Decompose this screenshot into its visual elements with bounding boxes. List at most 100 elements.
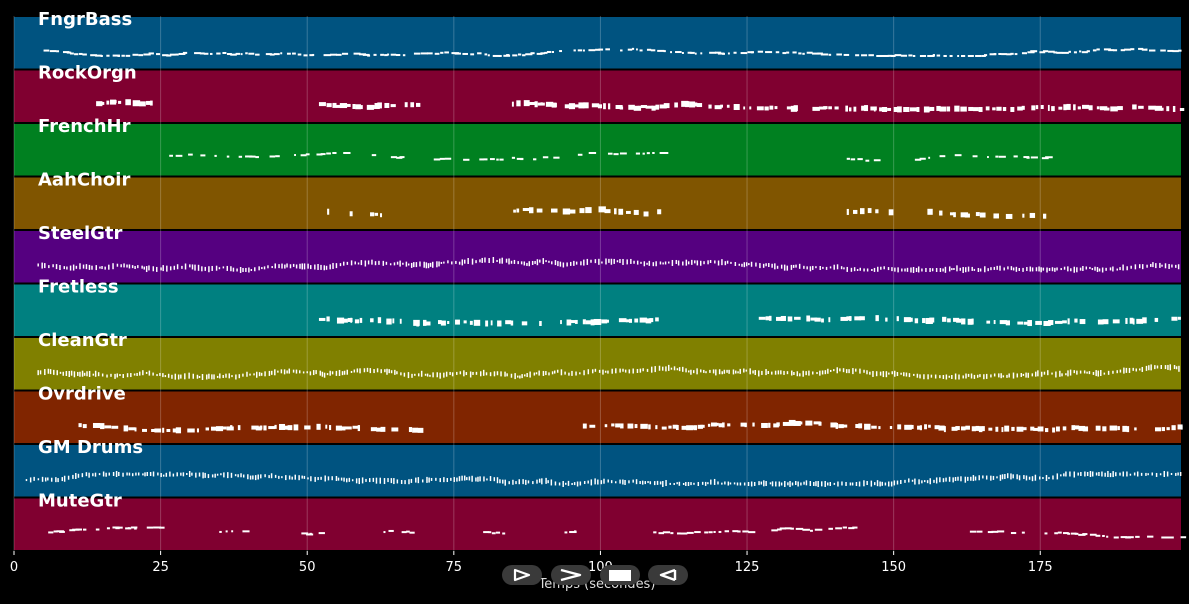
note-mark bbox=[936, 54, 941, 57]
note-mark bbox=[223, 472, 225, 478]
note-mark bbox=[642, 152, 645, 155]
note-mark bbox=[1173, 364, 1176, 369]
note-mark bbox=[723, 369, 726, 374]
note-mark bbox=[769, 482, 772, 485]
note-mark bbox=[142, 473, 144, 476]
note-mark bbox=[821, 370, 824, 375]
note-mark bbox=[971, 318, 974, 325]
stop-button[interactable] bbox=[600, 565, 640, 585]
note-mark bbox=[191, 264, 194, 270]
note-mark bbox=[125, 99, 131, 106]
note-mark bbox=[917, 425, 922, 430]
note-mark bbox=[1048, 267, 1051, 271]
note-mark bbox=[371, 259, 373, 265]
note-mark bbox=[498, 54, 502, 57]
fast-forward-button[interactable] bbox=[551, 565, 591, 585]
note-mark bbox=[501, 257, 503, 264]
note-mark bbox=[619, 259, 621, 264]
note-mark bbox=[319, 370, 322, 376]
note-mark bbox=[88, 472, 90, 478]
note-mark bbox=[155, 526, 162, 529]
note-mark bbox=[1035, 371, 1037, 377]
note-mark bbox=[696, 260, 699, 266]
note-mark bbox=[873, 159, 881, 162]
play-backward-button[interactable] bbox=[648, 565, 688, 585]
note-mark bbox=[391, 427, 399, 432]
note-mark bbox=[887, 267, 890, 271]
note-mark bbox=[1130, 48, 1135, 51]
note-mark bbox=[852, 368, 854, 375]
note-mark bbox=[294, 154, 297, 157]
note-mark bbox=[774, 263, 776, 270]
note-mark bbox=[798, 52, 802, 55]
note-mark bbox=[1164, 365, 1167, 370]
note-mark bbox=[211, 374, 213, 380]
note-mark bbox=[529, 101, 535, 105]
note-mark bbox=[971, 266, 973, 271]
note-mark bbox=[101, 373, 104, 377]
note-mark bbox=[1171, 316, 1178, 321]
note-mark bbox=[197, 264, 200, 271]
note-mark bbox=[836, 53, 842, 56]
note-mark bbox=[502, 479, 504, 484]
note-mark bbox=[982, 475, 984, 479]
note-mark bbox=[1171, 425, 1176, 431]
note-mark bbox=[662, 262, 664, 265]
note-mark bbox=[516, 100, 521, 107]
note-mark bbox=[324, 475, 326, 482]
note-mark bbox=[857, 158, 863, 161]
note-mark bbox=[690, 369, 692, 375]
note-mark bbox=[1148, 105, 1156, 110]
note-mark bbox=[426, 476, 428, 483]
note-mark bbox=[303, 263, 306, 270]
note-mark bbox=[793, 105, 798, 112]
note-mark bbox=[628, 104, 635, 110]
x-tick-label: 50 bbox=[298, 560, 316, 575]
note-mark bbox=[1160, 49, 1166, 52]
note-mark bbox=[842, 526, 847, 529]
note-mark bbox=[904, 424, 912, 430]
note-mark bbox=[1070, 268, 1072, 272]
note-mark bbox=[615, 423, 621, 428]
note-mark bbox=[407, 263, 410, 266]
note-mark bbox=[1002, 375, 1005, 378]
note-mark bbox=[778, 481, 781, 487]
note-mark bbox=[48, 265, 50, 269]
note-mark bbox=[579, 208, 585, 214]
note-mark bbox=[556, 369, 559, 373]
note-mark bbox=[744, 423, 747, 428]
note-mark bbox=[151, 428, 156, 432]
note-mark bbox=[404, 102, 408, 108]
note-mark bbox=[485, 372, 488, 376]
note-mark bbox=[929, 267, 931, 272]
note-mark bbox=[286, 52, 291, 55]
note-mark bbox=[625, 210, 631, 214]
note-mark bbox=[859, 208, 865, 215]
note-mark bbox=[685, 481, 687, 486]
note-mark bbox=[659, 261, 662, 265]
note-mark bbox=[242, 267, 244, 272]
note-mark bbox=[864, 423, 871, 430]
note-mark bbox=[887, 481, 890, 487]
note-mark bbox=[619, 152, 627, 155]
play-forward-button[interactable] bbox=[502, 565, 542, 585]
note-mark bbox=[681, 51, 684, 54]
note-mark bbox=[551, 371, 554, 375]
note-mark bbox=[871, 425, 877, 429]
note-mark bbox=[1167, 49, 1174, 52]
note-mark bbox=[630, 258, 632, 264]
note-mark bbox=[56, 370, 58, 376]
note-mark bbox=[822, 266, 824, 269]
note-mark bbox=[927, 54, 935, 57]
note-mark bbox=[1107, 370, 1110, 375]
note-mark bbox=[774, 370, 777, 375]
note-mark bbox=[658, 365, 661, 371]
note-mark bbox=[758, 316, 766, 320]
note-mark bbox=[676, 482, 678, 485]
note-mark bbox=[268, 426, 276, 430]
note-mark bbox=[642, 368, 644, 372]
note-mark bbox=[722, 422, 725, 428]
note-mark bbox=[1127, 536, 1134, 539]
note-mark bbox=[1082, 533, 1088, 536]
note-mark bbox=[965, 373, 967, 379]
